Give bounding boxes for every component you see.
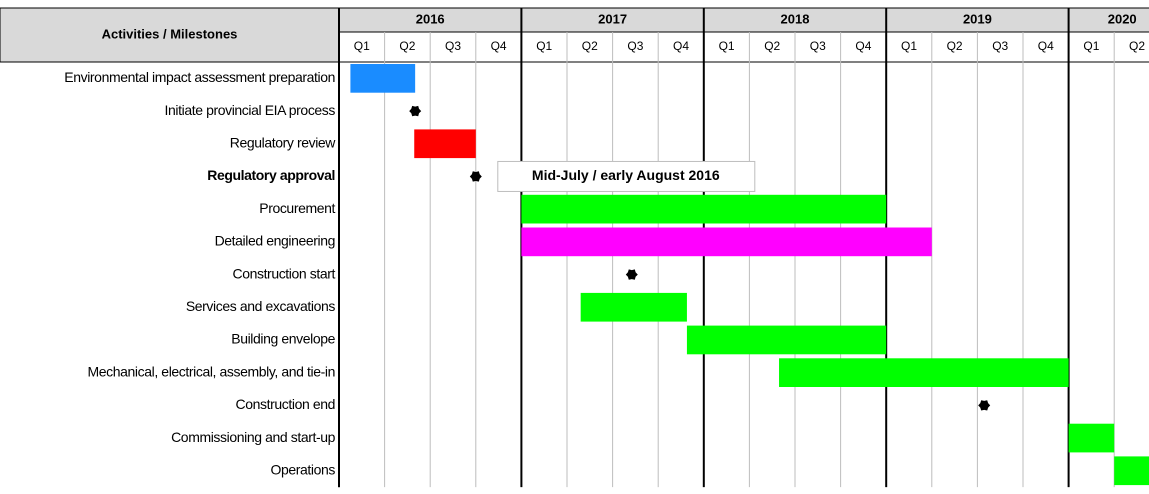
- year-label: 2017: [598, 11, 627, 26]
- task-bar: [521, 227, 932, 257]
- quarter-label: Q3: [810, 39, 826, 53]
- quarter-label: Q2: [399, 39, 415, 53]
- year-label: 2016: [416, 11, 445, 26]
- task-label: Environmental impact assessment preparat…: [64, 69, 335, 85]
- task-label: Services and excavations: [186, 298, 336, 314]
- quarter-label: Q3: [627, 39, 643, 53]
- task-label: Procurement: [259, 200, 335, 216]
- quarter-label: Q4: [673, 39, 689, 53]
- quarter-label: Q1: [1083, 39, 1099, 53]
- task-bar: [580, 292, 687, 322]
- milestone-marker: [469, 171, 482, 182]
- quarter-label: Q1: [536, 39, 552, 53]
- header-label-cell: [0, 7, 340, 63]
- task-label: Initiate provincial EIA process: [165, 102, 336, 118]
- task-bar: [521, 194, 887, 224]
- quarter-label: Q4: [855, 39, 871, 53]
- task-label: Regulatory approval: [207, 167, 335, 183]
- header-quarter-row: [338, 31, 1149, 63]
- year-label: 2020: [1108, 11, 1137, 26]
- quarter-label: Q2: [582, 39, 598, 53]
- task-label: Regulatory review: [230, 134, 337, 150]
- annotation-text: Mid-July / early August 2016: [532, 167, 720, 183]
- header-label: Activities / Milestones: [102, 26, 238, 41]
- task-label: Mechanical, electrical, assembly, and ti…: [88, 363, 335, 379]
- milestone-marker: [625, 269, 638, 280]
- header-year-row: [338, 7, 1149, 33]
- task-bar: [1068, 423, 1115, 453]
- quarter-label: Q1: [354, 39, 370, 53]
- quarter-label: Q3: [992, 39, 1008, 53]
- task-bar: [414, 129, 476, 159]
- task-bar: [779, 358, 1069, 387]
- quarter-label: Q2: [1129, 39, 1145, 53]
- annotation-box: [497, 160, 756, 192]
- quarter-label: Q2: [947, 39, 963, 53]
- quarter-label: Q1: [719, 39, 735, 53]
- milestone-marker: [409, 105, 422, 117]
- quarter-label: Q3: [445, 39, 461, 53]
- task-label: Construction start: [232, 265, 335, 281]
- task-label: Operations: [271, 461, 336, 477]
- task-label: Construction end: [236, 396, 335, 412]
- task-label: Commissioning and start-up: [171, 429, 336, 445]
- quarter-label: Q4: [491, 39, 507, 53]
- task-label: Building envelope: [231, 331, 335, 347]
- task-label: Detailed engineering: [215, 233, 335, 249]
- task-bar: [686, 325, 887, 355]
- task-bar: [350, 64, 416, 93]
- quarter-label: Q1: [901, 39, 917, 53]
- year-label: 2019: [963, 11, 992, 26]
- task-bar: [1114, 456, 1149, 486]
- quarter-label: Q2: [764, 39, 780, 53]
- quarter-label: Q4: [1038, 39, 1054, 53]
- milestone-marker: [978, 400, 991, 411]
- year-label: 2018: [781, 11, 810, 26]
